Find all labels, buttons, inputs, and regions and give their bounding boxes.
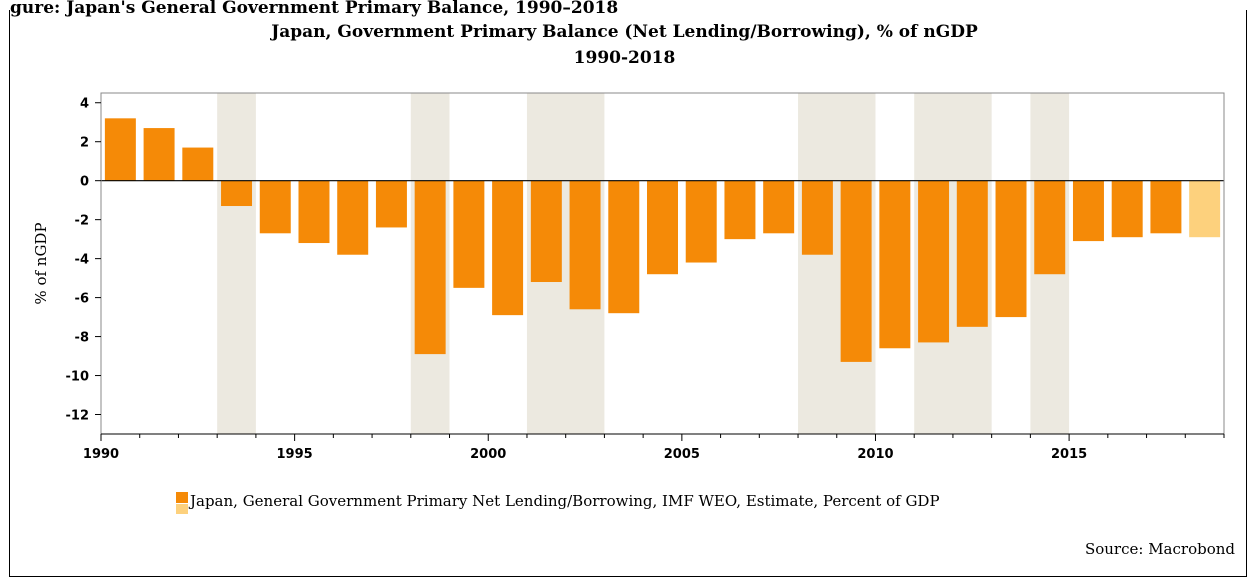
x-tick-label: 2005 xyxy=(664,447,700,462)
bar-2002 xyxy=(569,180,601,310)
bar-2007 xyxy=(763,180,795,234)
legend-swatch-actual xyxy=(176,492,188,503)
bar-2004 xyxy=(647,180,678,275)
bar-2006 xyxy=(724,180,756,240)
figure-heading: gure: Japan's General Government Primary… xyxy=(10,0,619,18)
bar-2015 xyxy=(1072,180,1104,242)
y-tick-label: 2 xyxy=(80,136,89,151)
bar-1995 xyxy=(298,180,330,244)
x-axis: 1990 1995 2000 2005 2010 2015 xyxy=(83,433,1225,462)
x-tick-label: 1990 xyxy=(83,447,119,462)
legend: Japan, General Government Primary Net Le… xyxy=(176,492,940,514)
y-tick-label: 0 xyxy=(80,175,89,190)
bar-1991 xyxy=(143,128,175,181)
bar-2018 xyxy=(1189,180,1221,238)
y-axis-label: % of nGDP xyxy=(32,222,50,304)
y-tick-label: -12 xyxy=(66,409,90,424)
legend-label: Japan, General Government Primary Net Le… xyxy=(190,492,940,510)
x-tick-label: 1995 xyxy=(277,447,313,462)
bar-2001 xyxy=(530,180,562,283)
x-tick-label: 2000 xyxy=(470,447,506,462)
bar-2003 xyxy=(608,180,640,314)
bar-series xyxy=(104,118,1221,362)
bar-2012 xyxy=(956,180,988,327)
bar-2017 xyxy=(1150,180,1182,234)
shaded-period xyxy=(217,93,256,434)
legend-swatch-estimate xyxy=(176,504,188,514)
y-tick-label: -10 xyxy=(66,370,90,385)
bar-2008 xyxy=(801,180,833,255)
bar-1996 xyxy=(337,180,369,255)
bar-2009 xyxy=(840,180,872,362)
bar-1998 xyxy=(414,180,446,355)
y-tick-label: -2 xyxy=(75,214,89,229)
bar-2014 xyxy=(1034,180,1066,275)
bar-1993 xyxy=(221,180,253,207)
y-tick-label: -4 xyxy=(75,253,89,268)
bar-2000 xyxy=(492,180,524,316)
bar-1999 xyxy=(453,180,485,288)
y-tick-label: 4 xyxy=(80,97,89,112)
x-tick-label: 2015 xyxy=(1051,447,1087,462)
source-note: Source: Macrobond xyxy=(1084,540,1235,558)
bar-2010 xyxy=(879,180,911,349)
x-tick-label: 2010 xyxy=(857,447,893,462)
y-tick-label: -6 xyxy=(75,292,89,307)
bar-2016 xyxy=(1111,180,1143,238)
bar-2011 xyxy=(918,180,950,343)
bar-1997 xyxy=(375,180,407,228)
bar-2005 xyxy=(685,180,717,263)
bar-1994 xyxy=(259,180,291,234)
y-tick-label: -8 xyxy=(75,331,89,346)
legend-swatch xyxy=(176,492,188,514)
figure-frame: gure: Japan's General Government Primary… xyxy=(9,0,1247,577)
bar-2013 xyxy=(995,180,1027,318)
bar-1992 xyxy=(182,147,214,181)
bar-1990 xyxy=(104,118,136,181)
chart-title: Japan, Government Primary Balance (Net L… xyxy=(271,22,978,42)
y-axis: 4 2 0 -2 -4 -6 -8 -10 -12 xyxy=(66,97,101,424)
chart-subtitle: 1990-2018 xyxy=(573,48,676,68)
